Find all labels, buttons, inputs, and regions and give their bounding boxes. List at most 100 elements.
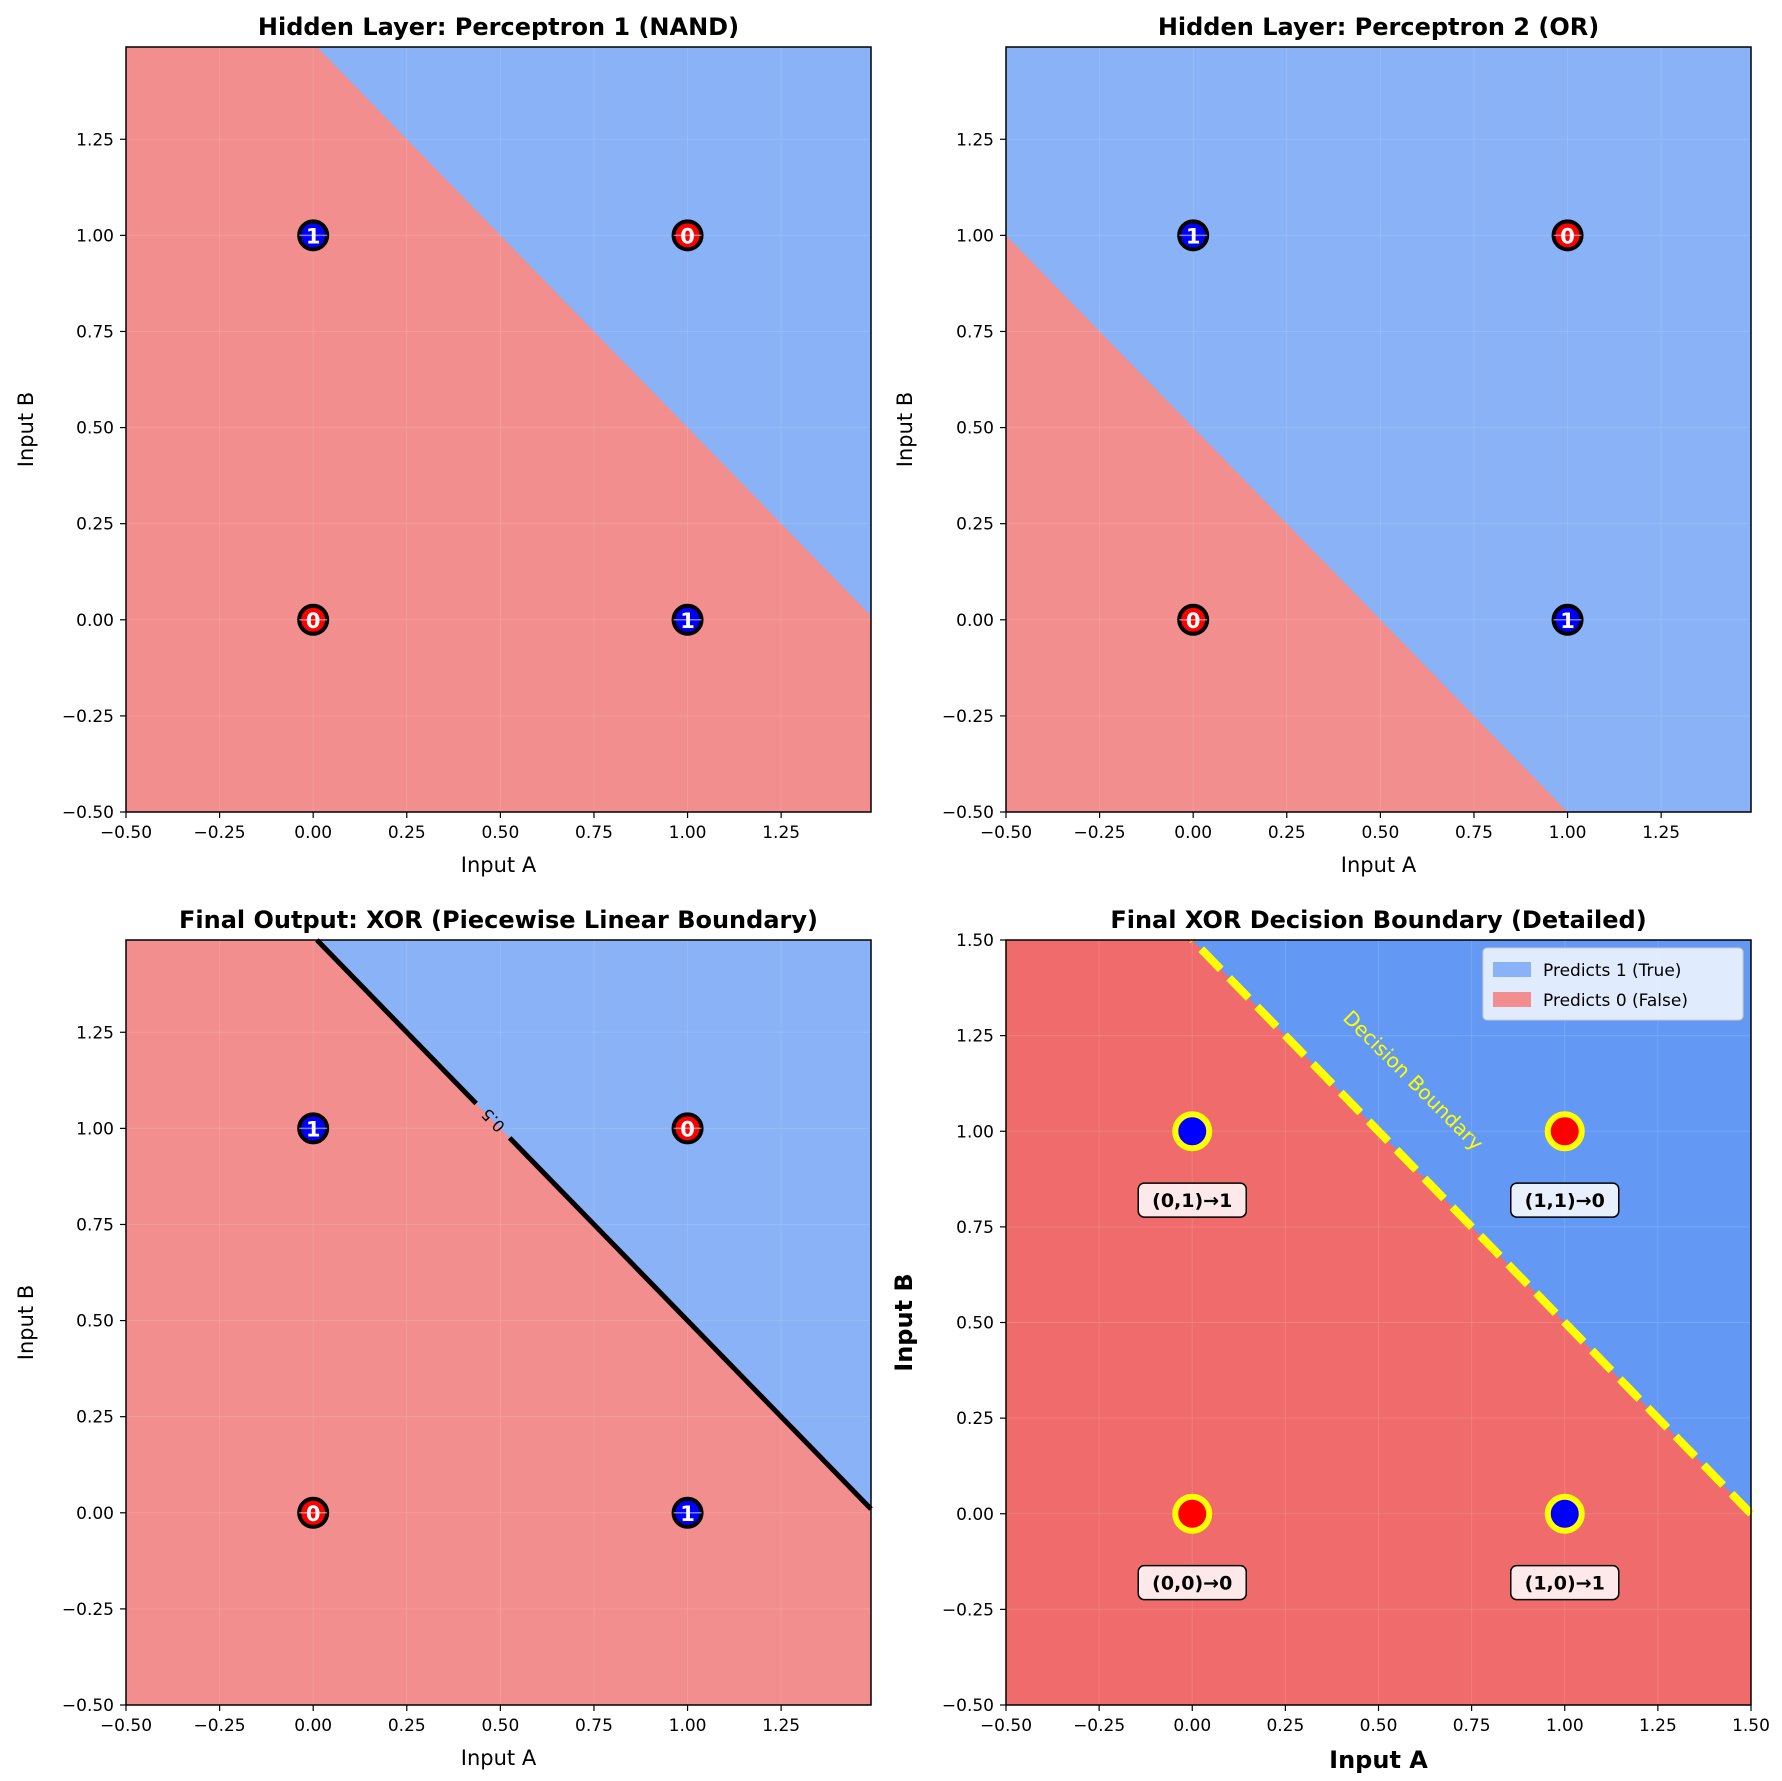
ticks: −0.50 −0.25 0.00 0.25 0.50 0.75 1.00 1.25 −0.50 −… [62, 1023, 800, 1736]
y-tick-label: 0.25 [76, 515, 114, 535]
region-class-1 [316, 47, 871, 616]
point-annotation-box [1137, 1182, 1247, 1218]
y-tick-label: −0.50 [942, 803, 994, 823]
point-label: 1 [306, 1117, 321, 1141]
ticks: −0.50 −0.25 0.00 0.25 0.50 0.75 1.00 1.25 −0.50 −… [942, 130, 1680, 843]
y-axis-label: Input B [14, 1285, 38, 1360]
y-tick-label: −0.25 [62, 1600, 114, 1620]
y-tick-label: −0.25 [942, 707, 994, 727]
point-label: 0 [306, 1502, 321, 1526]
x-tick-label: 1.00 [1549, 823, 1587, 843]
point-label: 1 [1186, 224, 1201, 248]
point-label: 0 [1560, 224, 1575, 248]
x-tick-label: −0.25 [1074, 823, 1126, 843]
ticks: −0.50 −0.25 0.00 0.25 0.50 0.75 1.00 1.25 −0.50 −… [62, 130, 800, 843]
y-tick-label: 0.25 [956, 515, 994, 535]
contour-line [507, 1136, 873, 1511]
x-tick-label: 1.25 [1639, 1716, 1677, 1736]
y-tick-label: 1.50 [956, 931, 994, 951]
plot-area: Decision Boundary(0,0)→0(0,1)→1(1,0)→1(1… [942, 931, 1770, 1736]
y-tick-label: −0.50 [62, 1696, 114, 1716]
x-tick-label: 0.00 [1174, 823, 1212, 843]
panel-title: Final XOR Decision Boundary (Detailed) [1110, 906, 1646, 934]
y-tick-label: 0.75 [76, 1215, 114, 1235]
panel-title: Hidden Layer: Perceptron 1 (NAND) [258, 13, 739, 41]
panel-title: Final Output: XOR (Piecewise Linear Boun… [179, 906, 818, 934]
y-tick-label: 1.00 [76, 226, 114, 246]
panel-xor-detailed: Decision Boundary(0,0)→0(0,1)→1(1,0)→1(1… [890, 906, 1770, 1774]
x-tick-label: 0.50 [1360, 1716, 1398, 1736]
data-point [1544, 1493, 1585, 1534]
ticks: −0.50 −0.25 0.00 0.25 0.50 0.75 1.00 1.25 1.50 −0… [942, 931, 1770, 1736]
x-tick-label: 1.25 [762, 823, 800, 843]
contour-line [315, 938, 478, 1106]
y-tick-label: 1.25 [956, 1027, 994, 1047]
y-tick-label: 1.00 [76, 1119, 114, 1139]
y-tick-label: 0.25 [76, 1408, 114, 1428]
y-tick-label: 0.50 [956, 1314, 994, 1334]
legend-swatch-class-1 [1493, 962, 1531, 977]
point-label: 1 [1560, 609, 1575, 633]
point-annotation: (1,1)→0 [1525, 1190, 1605, 1212]
y-tick-label: 1.00 [956, 1122, 994, 1142]
y-tick-label: 1.25 [956, 130, 994, 150]
y-tick-label: 0.00 [76, 611, 114, 631]
y-tick-label: 0.50 [76, 419, 114, 439]
legend-box [1482, 947, 1744, 1021]
point-annotation: (0,0)→0 [1152, 1573, 1232, 1595]
point-label: 1 [680, 609, 695, 633]
y-axis-label: Input B [14, 392, 38, 467]
x-tick-label: 0.00 [1173, 1716, 1211, 1736]
y-axis-label: Input B [890, 1273, 918, 1371]
x-tick-label: 1.50 [1732, 1716, 1770, 1736]
legend-label: Predicts 0 (False) [1543, 991, 1688, 1011]
x-tick-label: 0.75 [1453, 1716, 1491, 1736]
x-tick-label: 0.25 [388, 1716, 426, 1736]
grid [1005, 47, 1751, 813]
panel-xor-output: 0.50 1 1 0 −0.50 −0.25 0.00 0.25 0.50 0.75 1.00 1.2… [14, 906, 873, 1770]
x-tick-label: 0.75 [575, 823, 613, 843]
point-annotation-box [1510, 1564, 1620, 1601]
x-tick-label: 1.25 [1642, 823, 1680, 843]
y-tick-label: 0.00 [956, 1505, 994, 1525]
plot-area: 0.50 1 1 0 −0.50 −0.25 0.00 0.25 0.50 0.75 1.00 1.2… [62, 938, 873, 1736]
legend-swatch-class-0 [1493, 992, 1531, 1007]
y-tick-label: 1.00 [956, 226, 994, 246]
y-tick-label: 0.75 [76, 322, 114, 342]
point-label: 1 [680, 1502, 695, 1526]
x-tick-label: 0.00 [294, 823, 332, 843]
point-annotation: (1,0)→1 [1525, 1573, 1605, 1595]
y-tick-label: 0.50 [76, 1312, 114, 1332]
y-tick-label: 0.75 [956, 322, 994, 342]
x-tick-label: −0.25 [194, 1716, 246, 1736]
x-tick-label: 0.50 [481, 1716, 519, 1736]
axes-frame [125, 46, 872, 813]
plot-area: 0 1 1 0 −0.50 −0.25 0.00 0.25 0.50 0.75 1.00 1.25 −0… [942, 46, 1752, 843]
x-tick-label: 0.25 [388, 823, 426, 843]
point-label: 1 [306, 224, 321, 248]
x-tick-label: 0.25 [1266, 1716, 1304, 1736]
y-tick-label: −0.25 [62, 707, 114, 727]
point-label: 0 [680, 224, 695, 248]
data-point [1172, 1111, 1213, 1152]
x-tick-label: 0.75 [1455, 823, 1493, 843]
x-tick-label: 0.75 [575, 1716, 613, 1736]
decision-boundary-line [1189, 937, 1754, 1517]
y-tick-label: 0.25 [956, 1409, 994, 1429]
axes-frame [125, 939, 872, 1706]
legend: Predicts 1 (True) Predicts 0 (False) [1482, 947, 1744, 1021]
data-point [1544, 1111, 1585, 1152]
x-tick-label: −0.50 [100, 823, 152, 843]
panel-title: Hidden Layer: Perceptron 2 (OR) [1158, 13, 1599, 41]
axes-frame [1005, 46, 1752, 813]
x-tick-label: −0.50 [980, 1716, 1032, 1736]
y-tick-label: 0.50 [956, 419, 994, 439]
x-tick-label: −0.50 [100, 1716, 152, 1736]
point-label: 0 [1186, 609, 1201, 633]
x-tick-label: 0.00 [294, 1716, 332, 1736]
y-tick-label: −0.25 [942, 1600, 994, 1620]
y-axis-label: Input B [893, 392, 917, 467]
